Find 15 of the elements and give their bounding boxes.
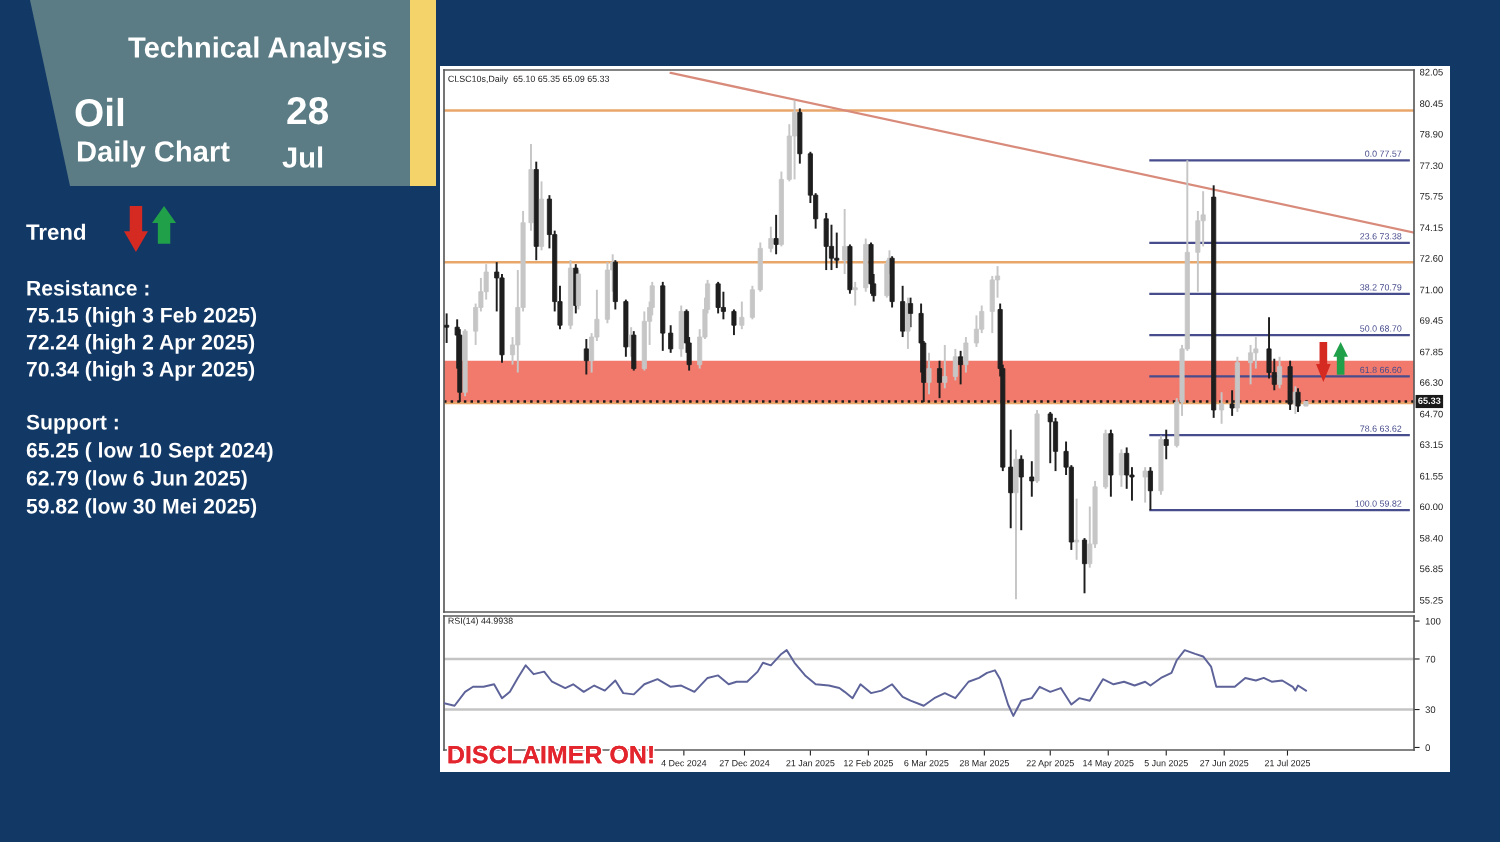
text: 70.34 (high 3 Apr 2025)	[26, 361, 255, 381]
text: Daily Chart	[77, 140, 230, 168]
text: 72.24 (high 2 Apr 2025)	[26, 334, 255, 354]
text: Trend	[26, 223, 86, 240]
text: 62.79 (low 6 Jun 2025)	[26, 470, 247, 490]
text: Jul	[282, 146, 323, 168]
annotation: DISCLAIMER ON!	[448, 745, 653, 764]
text: Support :	[26, 414, 118, 434]
text: Resistance :	[27, 280, 149, 296]
text: Oil	[75, 97, 124, 127]
text: Technical Analysis	[128, 36, 387, 64]
text: 28	[287, 96, 329, 125]
text: 59.82 (low 30 Mei 2025)	[26, 498, 257, 518]
text: 75.15 (high 3 Feb 2025)	[26, 307, 257, 327]
text: 65.25 ( low 10 Sept 2024)	[26, 442, 273, 462]
